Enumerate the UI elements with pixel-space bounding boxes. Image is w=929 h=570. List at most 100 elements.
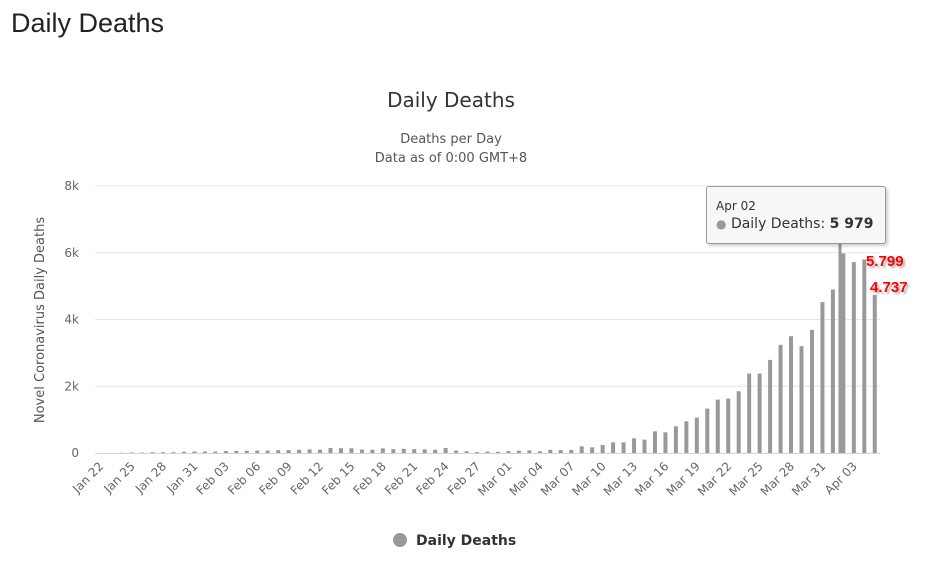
bar[interactable] <box>495 451 500 453</box>
bar[interactable] <box>297 449 302 453</box>
x-tick-label: Mar 13 <box>601 459 640 498</box>
bar[interactable] <box>338 448 343 453</box>
bar[interactable] <box>370 449 375 453</box>
y-tick-label: 0 <box>71 446 79 460</box>
bar[interactable] <box>820 302 825 453</box>
bar[interactable] <box>527 450 532 453</box>
bar[interactable] <box>454 450 459 453</box>
x-tick-label: Jan 22 <box>69 459 106 496</box>
bar[interactable] <box>328 447 333 453</box>
bar[interactable] <box>171 452 176 453</box>
x-tick-label: Apr 03 <box>822 459 860 497</box>
page-title: Daily Deaths <box>11 8 165 38</box>
tooltip-series: Daily Deaths <box>730 216 821 232</box>
legend-item[interactable]: Daily Deaths <box>393 533 516 549</box>
x-tick-label: Jan 25 <box>101 459 138 496</box>
bar[interactable] <box>433 449 438 453</box>
bar[interactable] <box>726 398 731 453</box>
bar[interactable] <box>569 449 574 453</box>
bar[interactable] <box>862 259 867 453</box>
bar[interactable] <box>841 253 846 453</box>
bar[interactable] <box>652 431 657 453</box>
bar[interactable] <box>872 294 877 453</box>
x-tick-label: Feb 24 <box>413 459 451 497</box>
bar[interactable] <box>611 442 616 453</box>
bar[interactable] <box>516 450 521 453</box>
bar[interactable] <box>265 450 270 453</box>
bar[interactable] <box>694 417 699 453</box>
bar[interactable] <box>830 289 835 453</box>
bar[interactable] <box>475 452 480 453</box>
bar[interactable] <box>851 262 856 453</box>
x-tick-label: Mar 01 <box>475 459 514 498</box>
bar[interactable] <box>412 449 417 453</box>
bar[interactable] <box>632 438 637 453</box>
bar[interactable] <box>789 336 794 453</box>
bar[interactable] <box>276 450 281 453</box>
bar[interactable] <box>244 450 249 453</box>
bar[interactable] <box>181 451 186 453</box>
chart-subtitle-date: Data as of 0:00 GMT+8 <box>375 151 527 166</box>
bar[interactable] <box>673 426 678 453</box>
bar[interactable] <box>747 373 752 453</box>
legend-label: Daily Deaths <box>416 533 516 549</box>
bar[interactable] <box>579 446 584 453</box>
bar[interactable] <box>161 452 166 453</box>
bar[interactable] <box>255 450 260 453</box>
bar[interactable] <box>349 448 354 453</box>
bar[interactable] <box>778 344 783 453</box>
x-tick-label: Feb 06 <box>225 459 263 497</box>
bar[interactable] <box>799 346 804 453</box>
bar[interactable] <box>642 439 647 453</box>
bar[interactable] <box>391 449 396 453</box>
bar[interactable] <box>590 447 595 453</box>
bar[interactable] <box>663 432 668 453</box>
bar[interactable] <box>809 329 814 453</box>
bar[interactable] <box>558 449 563 453</box>
bar[interactable] <box>705 408 710 453</box>
bar[interactable] <box>286 450 291 453</box>
bar[interactable] <box>684 421 689 453</box>
x-tick-label: Jan 28 <box>132 459 169 496</box>
bar[interactable] <box>234 450 239 453</box>
bar[interactable] <box>318 449 323 453</box>
bar[interactable] <box>202 451 207 453</box>
bar[interactable] <box>600 444 605 453</box>
bar[interactable] <box>757 373 762 453</box>
x-tick-label: Mar 07 <box>538 459 577 498</box>
x-tick-label: Mar 31 <box>789 459 828 498</box>
bar[interactable] <box>548 449 553 453</box>
bar[interactable] <box>621 442 626 453</box>
bar[interactable] <box>422 449 427 453</box>
bar[interactable] <box>401 448 406 453</box>
chart-title: Daily Deaths <box>387 88 515 112</box>
bar[interactable] <box>768 359 773 453</box>
bar[interactable] <box>464 451 469 453</box>
bar[interactable] <box>307 449 312 453</box>
bar[interactable] <box>485 451 490 453</box>
bar[interactable] <box>380 448 385 453</box>
bar[interactable] <box>150 452 155 453</box>
bar[interactable] <box>506 451 511 453</box>
y-axis-label: Novel Coronavirus Daily Deaths <box>33 217 48 423</box>
x-tick-label: Feb 15 <box>319 459 357 497</box>
x-tick-label: Mar 10 <box>569 459 608 498</box>
y-tick-label: 8k <box>64 179 79 193</box>
x-tick-label: Mar 28 <box>758 459 797 498</box>
x-tick-label: Mar 16 <box>632 459 671 498</box>
x-tick-label: Jan 31 <box>163 459 200 496</box>
bar[interactable] <box>213 451 218 453</box>
bar[interactable] <box>715 399 720 453</box>
x-tick-label: Feb 18 <box>351 459 389 497</box>
annotation-apr05: 4.737 <box>870 279 908 296</box>
bar[interactable] <box>192 451 197 453</box>
bar[interactable] <box>537 451 542 453</box>
bar[interactable] <box>359 449 364 453</box>
bar[interactable] <box>736 391 741 453</box>
bar[interactable] <box>223 451 228 453</box>
x-tick-label: Feb 12 <box>288 459 326 497</box>
tooltip-marker: ● <box>716 217 727 231</box>
bar[interactable] <box>443 447 448 453</box>
bar[interactable] <box>129 452 134 453</box>
